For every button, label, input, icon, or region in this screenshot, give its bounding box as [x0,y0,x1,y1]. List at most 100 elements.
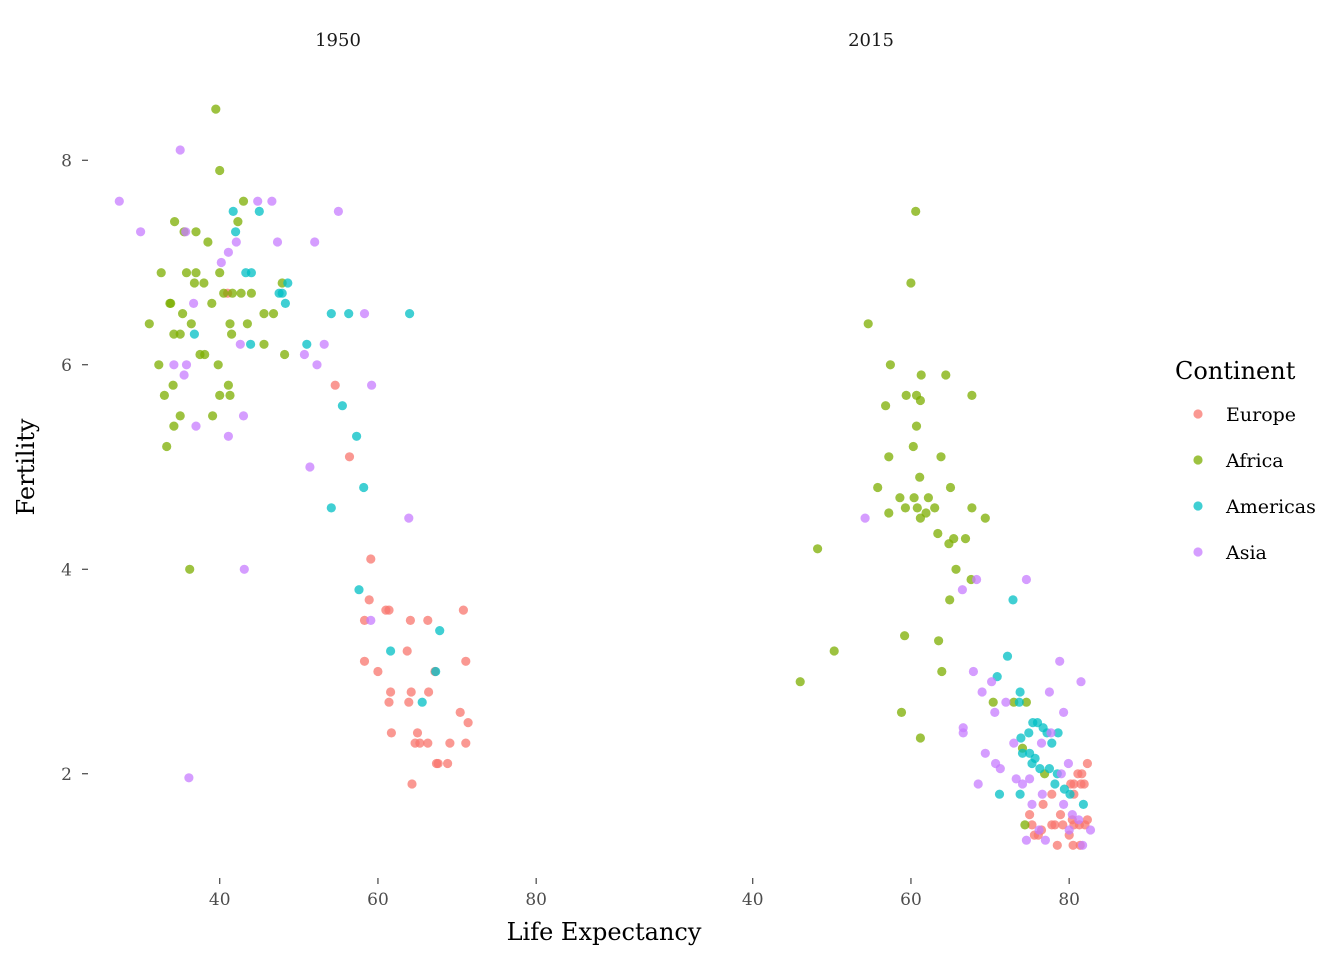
data-point-africa [219,288,229,298]
data-point-asia [972,574,982,585]
data-point-asia [181,360,192,370]
data-point-europe [1069,779,1079,789]
panel-2015: 2015 40 60 80 [742,30,1096,910]
data-point-europe [1047,789,1057,799]
data-point-americas [1078,799,1088,810]
data-point-americas [431,666,441,677]
x-tick-label: 40 [209,890,231,910]
data-point-asia [189,298,199,308]
data-point-asia [319,339,329,349]
data-point-asia [1011,774,1021,784]
data-point-europe [384,697,394,707]
data-point-europe [373,666,383,677]
data-point-africa [259,309,269,319]
data-point-europe [330,380,340,390]
data-point-africa [923,493,934,503]
x-tick-label: 80 [525,890,547,910]
data-point-europe [1058,820,1068,830]
data-point-europe [407,779,417,789]
legend-key-europe [1193,409,1203,419]
y-axis-title: Fertility [12,418,40,515]
data-point-africa [885,360,896,370]
data-point-europe [423,738,433,748]
data-point-europe [406,687,416,697]
data-point-africa [227,288,237,298]
data-point-americas [1030,753,1040,764]
data-point-europe [424,687,434,697]
data-point-asia [310,237,320,247]
data-point-africa [881,401,891,411]
data-point-africa [795,677,805,687]
data-point-americas [1024,728,1034,738]
legend-label-asia: Asia [1225,542,1267,564]
data-point-americas [1050,779,1060,789]
data-point-africa [941,370,951,380]
data-point-africa [915,472,925,482]
x-axis-2015: 40 60 80 [742,878,1080,910]
points-1950 [114,104,473,789]
data-point-europe [364,595,374,605]
data-point-americas [417,697,427,707]
data-point-americas [1035,764,1045,774]
data-point-asia [1021,835,1031,845]
data-point-americas [1044,764,1054,774]
data-point-africa [175,329,185,339]
data-point-europe [445,738,455,748]
data-point-africa [945,595,955,605]
data-point-europe [1027,820,1037,830]
data-point-americas [231,227,241,237]
data-point-africa [159,390,169,400]
data-point-africa [944,539,954,549]
data-point-europe [1038,799,1048,810]
data-point-asia [1044,687,1054,697]
data-point-asia [958,723,968,733]
data-point-africa [191,227,201,237]
data-point-africa [225,319,235,329]
x-tick-label: 80 [1058,890,1080,910]
data-point-americas [1008,595,1018,605]
data-point-africa [195,349,205,360]
data-point-americas [326,503,336,513]
data-point-asia [367,380,377,390]
data-point-europe [1079,779,1089,789]
data-point-africa [967,503,977,513]
y-tick-label: 2 [61,765,72,785]
data-point-africa [1020,820,1030,830]
data-point-africa [168,380,178,390]
data-point-asia [1067,810,1077,820]
data-point-americas [326,309,336,319]
data-point-asia [191,421,201,431]
data-point-europe [405,615,415,626]
data-point-americas [337,401,347,411]
data-point-africa [203,237,213,247]
legend-label-africa: Africa [1225,450,1284,472]
data-point-americas [359,482,369,493]
points-2015 [795,206,1096,850]
data-point-asia [1055,656,1065,666]
data-point-africa [169,421,179,431]
data-point-europe [1082,758,1092,769]
data-point-africa [988,697,998,707]
data-point-africa [945,482,956,493]
data-point-africa [896,707,907,718]
data-point-africa [215,390,225,400]
data-point-americas [1002,651,1013,661]
data-point-europe [359,656,370,666]
data-point-americas [228,206,238,216]
data-point-africa [233,217,243,227]
data-point-europe [423,615,433,626]
data-point-asia [1040,835,1050,845]
data-point-asia [973,779,983,789]
data-point-africa [863,319,873,329]
data-point-europe [1052,840,1062,850]
x-axis-title: Life Expectancy [507,918,702,946]
panel-title-2015: 2015 [848,30,894,51]
data-point-africa [185,564,195,574]
data-point-asia [968,666,979,677]
data-point-africa [166,298,176,308]
data-point-americas [280,298,290,308]
data-point-africa [169,329,179,339]
data-point-americas [354,585,364,595]
data-point-americas [246,339,256,349]
